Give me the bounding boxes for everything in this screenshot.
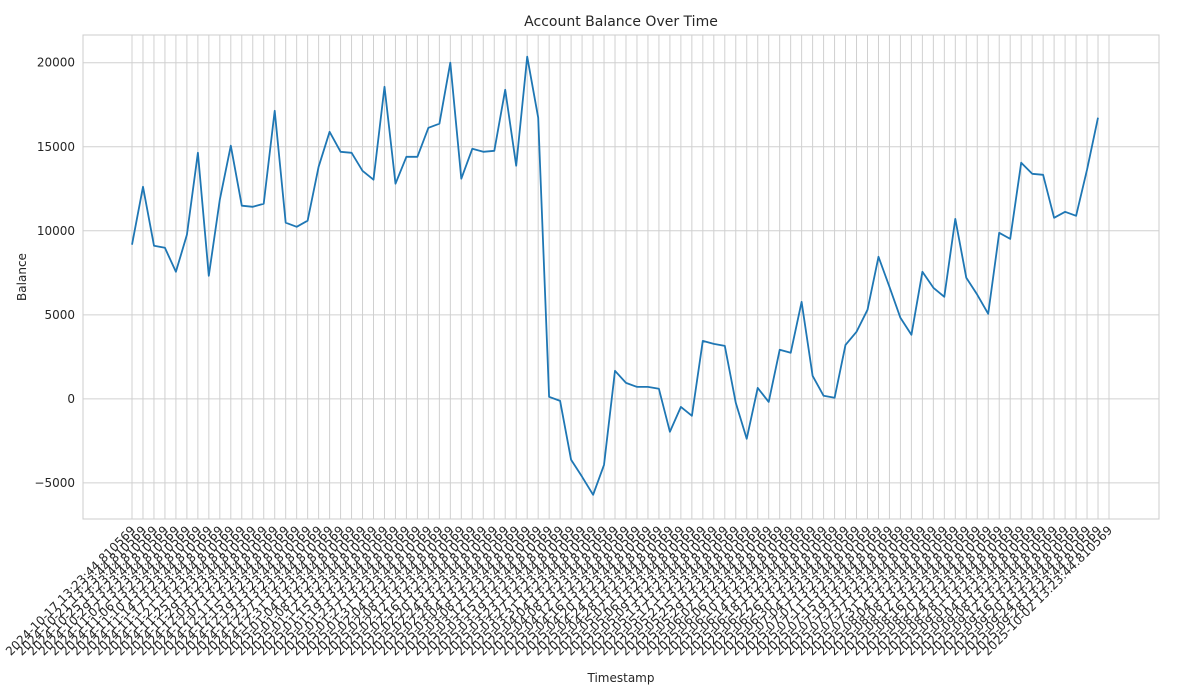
y-tick-label: 0 bbox=[67, 392, 75, 406]
y-tick-label: 10000 bbox=[37, 224, 75, 238]
y-axis-label: Balance bbox=[15, 253, 29, 301]
plot-area bbox=[82, 34, 1160, 520]
line-series bbox=[131, 55, 1099, 496]
y-tick-label: 15000 bbox=[37, 140, 75, 154]
chart-title: Account Balance Over Time bbox=[524, 14, 718, 30]
y-tick-label: 5000 bbox=[44, 308, 75, 322]
x-axis-label: Timestamp bbox=[587, 671, 655, 685]
y-tick-label: 20000 bbox=[37, 56, 75, 70]
y-tick-label: −5000 bbox=[34, 476, 75, 490]
